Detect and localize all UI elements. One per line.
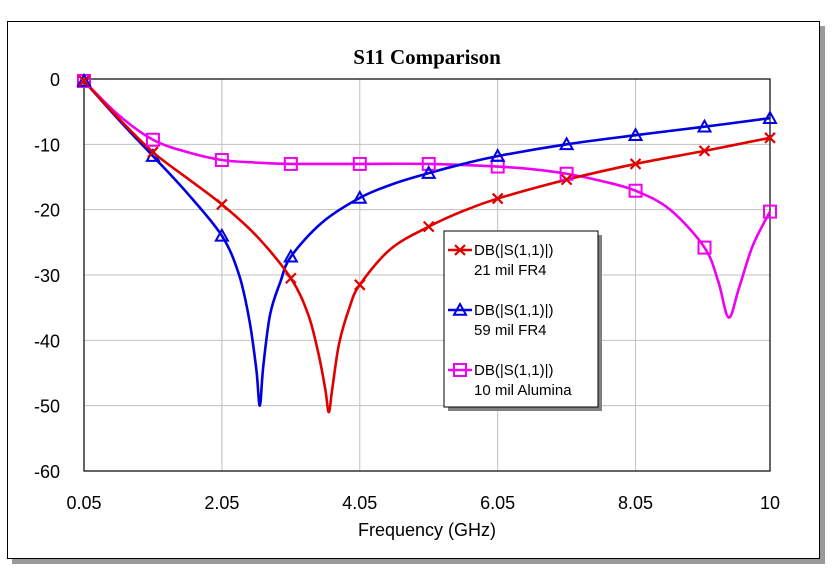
- x-tick-label: 6.05: [480, 493, 515, 513]
- y-tick-label: -20: [34, 201, 60, 221]
- data-point-marker: [560, 173, 573, 186]
- legend-label: DB(|S(1,1)|): [474, 242, 553, 259]
- data-point-marker: [76, 72, 92, 87]
- data-point-marker: [78, 75, 90, 87]
- legend: DB(|S(1,1)|) 21 mil FR4 DB(|S(1,1)|) 59 mil…: [443, 230, 602, 411]
- data-point-marker: [214, 227, 230, 242]
- data-point-marker: [629, 158, 642, 170]
- data-point-marker: [216, 198, 228, 211]
- y-tick-label: 0: [50, 70, 60, 90]
- x-tick-label: 10: [760, 493, 780, 513]
- data-point-marker: [489, 148, 506, 162]
- x-axis-ticks: 0.05 2.05 4.05 6.05 8.05 10: [66, 493, 780, 513]
- legend-marker: [452, 301, 468, 316]
- series-line-2: [83, 80, 772, 319]
- data-point-marker: [147, 146, 159, 158]
- x-tick-label: 0.05: [66, 493, 101, 513]
- data-point-marker: [214, 153, 229, 168]
- data-point-marker: [354, 279, 366, 291]
- data-point-marker: [697, 240, 712, 255]
- y-tick-label: -10: [34, 135, 60, 155]
- data-point-marker: [421, 156, 436, 171]
- x-axis-label: Frequency (GHz): [358, 520, 496, 540]
- data-point-marker: [421, 165, 437, 179]
- legend-sublabel: 59 mil FR4: [474, 322, 547, 339]
- data-point-marker: [763, 204, 777, 219]
- legend-marker: [454, 244, 466, 256]
- data-point-marker: [285, 272, 297, 285]
- legend-label: DB(|S(1,1)|): [474, 362, 553, 379]
- y-tick-label: -40: [34, 331, 60, 351]
- series-line-0: [83, 80, 771, 414]
- data-point-marker: [422, 220, 435, 233]
- data-point-marker: [283, 248, 299, 263]
- x-tick-label: 4.05: [342, 493, 377, 513]
- series-group: [83, 80, 772, 414]
- x-tick-label: 2.05: [204, 493, 239, 513]
- plot-area-border: [83, 78, 771, 472]
- legend-sublabel: 10 mil Alumina: [474, 382, 572, 399]
- data-point-marker: [145, 132, 160, 147]
- y-axis-ticks: 0 -10 -20 -30 -40 -50 -60: [34, 70, 60, 482]
- data-point-marker: [696, 118, 713, 133]
- grid-lines: [84, 79, 770, 471]
- y-tick-label: -50: [34, 397, 60, 417]
- x-tick-label: 8.05: [618, 493, 653, 513]
- legend-label: DB(|S(1,1)|): [474, 302, 553, 319]
- data-point-marker: [558, 136, 575, 151]
- data-point-marker: [352, 156, 367, 171]
- data-point-marker: [762, 110, 778, 124]
- data-point-marker: [764, 132, 776, 144]
- chart-title: S11 Comparison: [353, 45, 501, 69]
- data-point-marker: [628, 183, 643, 198]
- legend-marker: [453, 363, 467, 377]
- chart-frame: [7, 21, 820, 559]
- data-point-marker: [627, 127, 644, 141]
- data-point-marker: [283, 156, 298, 171]
- legend-sublabel: 21 mil FR4: [474, 262, 547, 279]
- series-line-1: [83, 80, 771, 407]
- data-point-marker: [698, 145, 711, 157]
- y-tick-label: -30: [34, 266, 60, 286]
- data-point-marker: [491, 192, 504, 205]
- marker-group: [76, 72, 778, 291]
- legend-box: [443, 230, 599, 408]
- data-point-marker: [352, 189, 368, 204]
- y-tick-label: -60: [34, 462, 60, 482]
